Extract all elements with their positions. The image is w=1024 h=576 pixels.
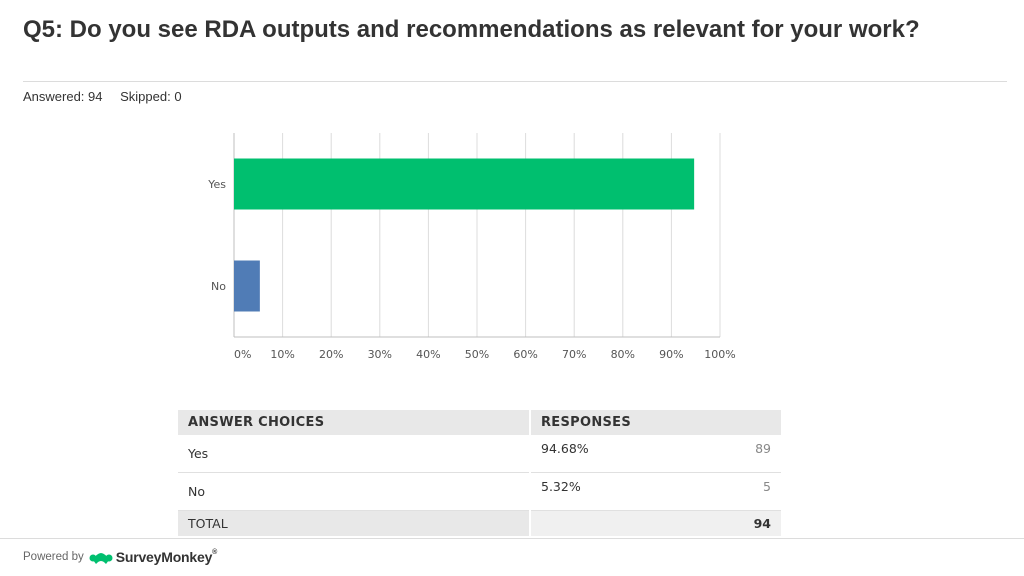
table-header-row: ANSWER CHOICES RESPONSES <box>178 410 781 435</box>
x-tick-label: 60% <box>513 348 537 361</box>
x-tick-label: 30% <box>368 348 392 361</box>
footer-divider <box>0 538 1024 539</box>
x-tick-label: 10% <box>270 348 294 361</box>
row-choice: Yes <box>178 435 531 473</box>
row-percent: 5.32% <box>541 479 581 494</box>
chart-bars <box>234 158 695 312</box>
x-tick-label: 100% <box>704 348 735 361</box>
row-count: 5 <box>763 479 771 494</box>
footer: Powered by SurveyMonkey® <box>23 548 217 566</box>
x-tick-label: 20% <box>319 348 343 361</box>
header-answer-choices: ANSWER CHOICES <box>178 410 531 435</box>
x-tick-label: 80% <box>611 348 635 361</box>
row-choice: No <box>178 472 531 511</box>
response-stats: Answered: 94 Skipped: 0 <box>23 89 196 104</box>
table-row: No 5.32% 5 <box>178 472 781 511</box>
responses-table: ANSWER CHOICES RESPONSES Yes 94.68% 89 N… <box>178 410 781 536</box>
x-tick-label: 70% <box>562 348 586 361</box>
powered-by-text: Powered by <box>23 551 84 563</box>
x-tick-label: 50% <box>465 348 489 361</box>
surveymonkey-logo-icon <box>89 553 113 564</box>
chart-labels: 0% 10% 20% 30% 40% 50% 60% 70% 80% 90% 100% Yes No <box>207 178 735 361</box>
skipped-count: Skipped: 0 <box>120 89 182 104</box>
answered-count: Answered: 94 <box>23 89 103 104</box>
category-label: Yes <box>207 178 226 191</box>
x-tick-label: 90% <box>659 348 683 361</box>
total-label: TOTAL <box>178 510 531 536</box>
table-row: Yes 94.68% 89 <box>178 435 781 473</box>
page-title: Q5: Do you see RDA outputs and recommend… <box>23 16 920 43</box>
title-divider <box>23 81 1007 82</box>
bar-yes <box>234 158 695 210</box>
bar-chart: 0% 10% 20% 30% 40% 50% 60% 70% 80% 90% 100% Yes No <box>207 133 736 361</box>
bar-no <box>234 260 260 312</box>
row-count: 89 <box>755 441 771 456</box>
x-tick-label: 40% <box>416 348 440 361</box>
brand-name: SurveyMonkey® <box>115 549 218 565</box>
header-responses: RESPONSES <box>530 410 781 435</box>
category-label: No <box>211 280 226 293</box>
total-value: 94 <box>530 510 781 536</box>
table-total-row: TOTAL 94 <box>178 510 781 536</box>
row-percent: 94.68% <box>541 441 589 456</box>
x-tick-label: 0% <box>234 348 251 361</box>
